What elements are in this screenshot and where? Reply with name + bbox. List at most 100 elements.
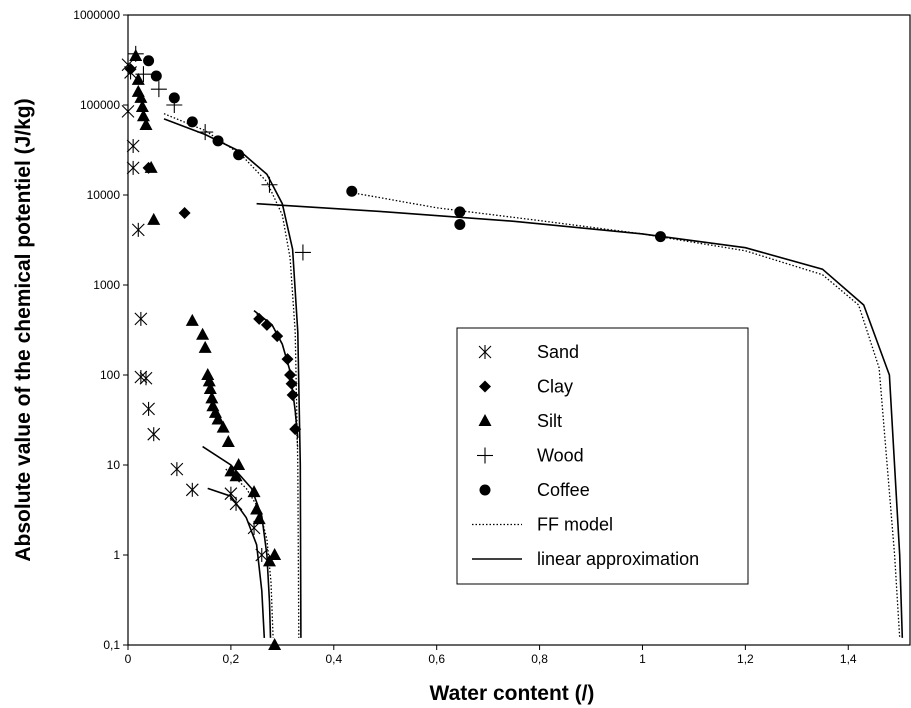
legend: Sand Clay Silt Wood Coffee FF model linear app… [456,327,749,585]
sand-point [255,548,269,562]
wood-point [261,176,278,193]
clay-point [286,388,299,401]
coffee-point [143,55,155,67]
silt-point [247,485,261,498]
silt-point [144,160,158,173]
silt-point [229,469,243,482]
sand-point [229,496,243,511]
coffee-point [186,116,198,128]
y-tick-label: 100 [100,368,120,382]
silt-point [196,327,210,340]
clay-point [253,312,266,325]
x-tick-label: 1,2 [737,652,754,666]
x-axis-label: Water content (/) [430,682,595,705]
legend-clay-marker [479,380,491,393]
wood-point [197,124,214,141]
axis-ticks: 0 0,2 0,4 0,6 0,8 1 1,2 1,4 0,1 1 10 100 1000 10000 10… [73,8,857,666]
x-tick-label: 1 [639,652,646,666]
legend-sand-marker [478,345,492,359]
wood-point [135,66,152,83]
silt-point [252,512,266,525]
x-tick-label: 0,2 [223,652,240,666]
sand-point [121,104,135,119]
coffee-point [346,185,358,197]
x-tick-label: 0,4 [325,652,342,666]
silt-point [139,117,153,130]
coffee-point [454,219,466,231]
data-points [121,45,666,650]
silt-point [232,458,246,470]
silt-point [185,313,199,326]
y-axis-label: Absolute value of the chemical potentiel… [12,98,35,561]
silt-point [268,638,282,650]
sand-point [126,160,140,175]
coffee-point [212,135,224,147]
legend-clay-label: Clay [537,377,573,397]
sand-point [147,427,161,442]
wood-point [294,244,311,261]
ff-model-curve [354,192,901,638]
clay-point [281,353,294,366]
y-tick-label: 1000 [93,278,120,292]
legend-ff-model-label: FF model [537,515,613,535]
clay-point [260,318,273,331]
y-tick-label: 100000 [80,98,120,112]
coffee-point [233,149,245,161]
linear-approximation-curve [256,202,904,638]
silt-point [203,381,217,394]
legend-silt-marker [478,414,492,426]
silt-point [250,502,264,515]
y-tick-label: 1000000 [73,8,120,22]
silt-point [134,90,148,103]
x-tick-label: 1,4 [840,652,857,666]
legend-coffee-marker [479,484,491,496]
silt-point [136,109,150,122]
silt-point [211,412,225,425]
legend-wood-marker [477,447,493,464]
silt-point [135,100,149,113]
sand-point [170,462,184,477]
silt-point [201,368,215,380]
y-tick-label: 0,1 [103,638,120,652]
clay-point [124,63,137,76]
y-tick-label: 10 [107,458,121,472]
silt-point [131,72,145,85]
legend-sand-label: Sand [537,342,579,362]
legend-linear-approximation-label: linear approximation [537,549,699,569]
clay-point [178,207,191,220]
coffee-point [654,231,666,243]
silt-point [216,420,230,433]
sand-point [134,311,148,326]
coffee-point [168,92,180,104]
clay-point [289,423,302,436]
clay-point [284,369,297,381]
silt-point [147,212,161,225]
silt-point [202,374,216,387]
sand-point [185,482,199,497]
coffee-point [150,70,162,82]
wood-point [127,45,144,62]
legend-box [456,327,749,585]
sand-point [131,222,145,237]
clay-point [271,330,284,343]
legend-wood-label: Wood [537,446,584,466]
legend-silt-label: Silt [537,411,562,431]
sand-point [126,139,140,154]
legend-coffee-label: Coffee [537,480,590,500]
clay-point [285,377,298,390]
silt-point [205,391,219,404]
silt-point [221,435,235,448]
sand-point [142,401,155,416]
coffee-point [454,206,466,218]
x-tick-label: 0,8 [531,652,548,666]
silt-point [262,554,276,567]
y-tick-label: 1 [113,548,120,562]
silt-point [268,548,282,560]
silt-point [198,340,212,353]
sand-point [139,371,153,386]
x-tick-label: 0 [125,652,132,666]
y-tick-label: 10000 [87,188,121,202]
x-tick-label: 0,6 [428,652,445,666]
wood-point [150,81,167,98]
